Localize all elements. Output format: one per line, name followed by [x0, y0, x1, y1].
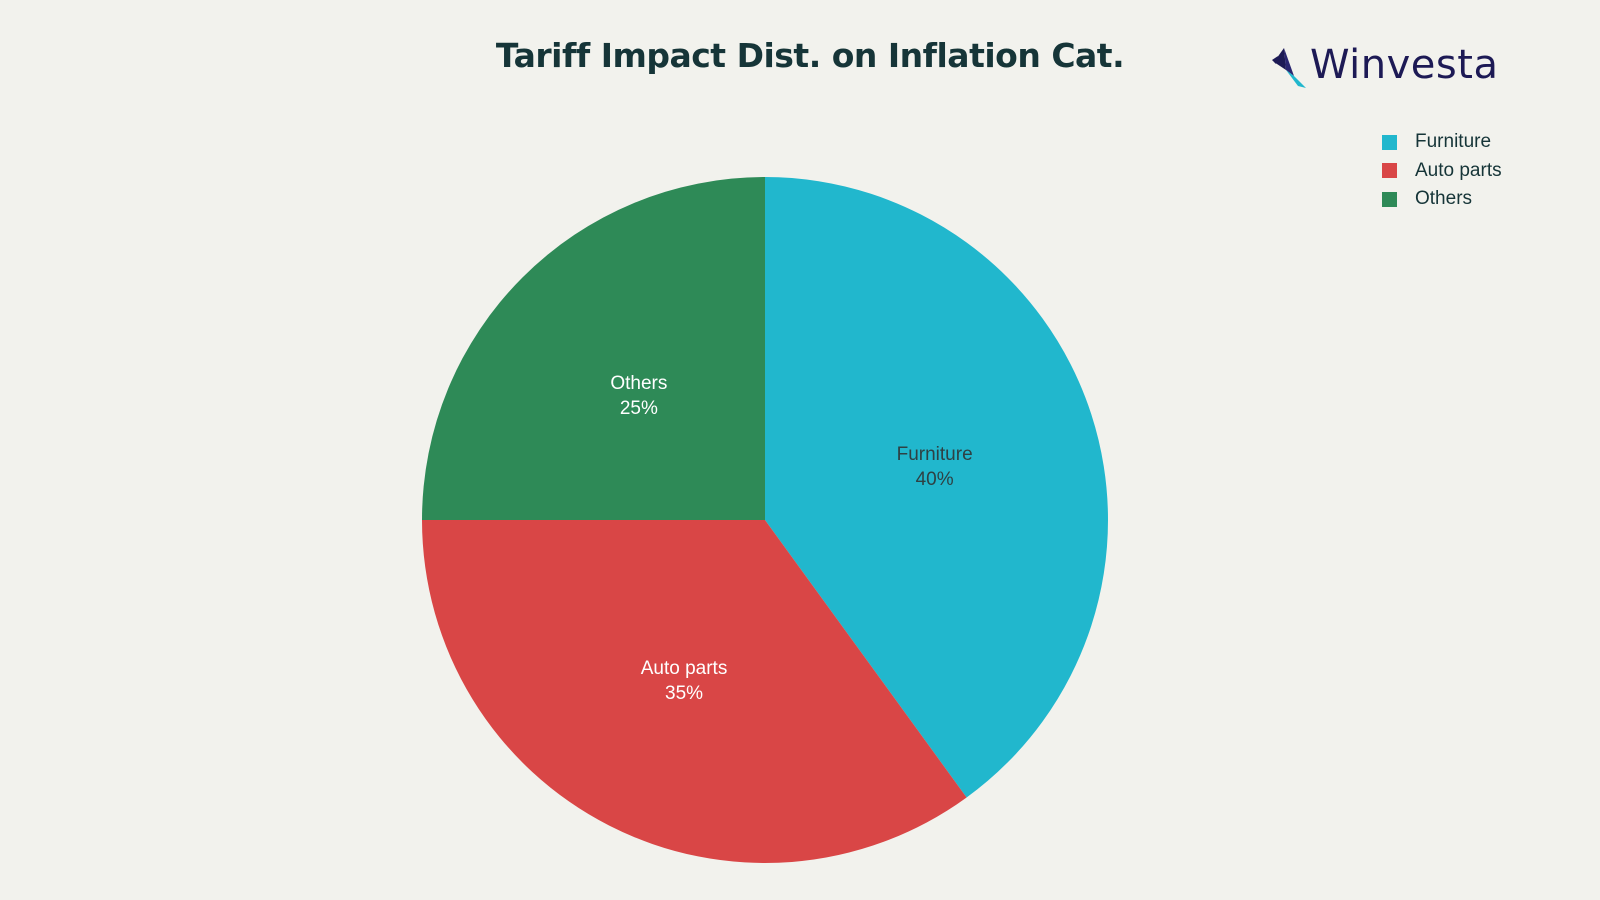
- slice-value-auto-parts: 35%: [665, 683, 703, 704]
- slice-value-furniture: 40%: [916, 469, 954, 490]
- slice-label-auto-parts: Auto parts: [641, 658, 728, 679]
- legend-item-others: Others: [1382, 185, 1502, 214]
- pie-slice-furniture: [765, 177, 1108, 798]
- legend-label: Auto parts: [1415, 159, 1502, 181]
- logo-wordmark: Winvesta: [1310, 42, 1499, 88]
- legend-swatch: [1382, 163, 1397, 179]
- pie-slice-auto-parts: [422, 520, 967, 864]
- legend-label: Others: [1415, 188, 1473, 210]
- legend-item-auto-parts: Auto parts: [1382, 157, 1502, 186]
- legend: Furniture Auto parts Others: [1382, 128, 1502, 214]
- legend-swatch: [1382, 134, 1397, 150]
- winvesta-logo: Winvesta: [1272, 40, 1498, 90]
- legend-swatch: [1382, 191, 1397, 207]
- slice-label-furniture: Furniture: [897, 444, 973, 465]
- slice-value-others: 25%: [620, 398, 658, 419]
- legend-label: Furniture: [1415, 131, 1492, 153]
- origami-bird-logo-icon: [1272, 48, 1306, 88]
- chart-title: Tariff Impact Dist. on Inflation Cat.: [495, 36, 1125, 75]
- slice-label-others: Others: [610, 373, 667, 394]
- pie-slice-others: [422, 177, 765, 520]
- legend-item-furniture: Furniture: [1382, 128, 1502, 157]
